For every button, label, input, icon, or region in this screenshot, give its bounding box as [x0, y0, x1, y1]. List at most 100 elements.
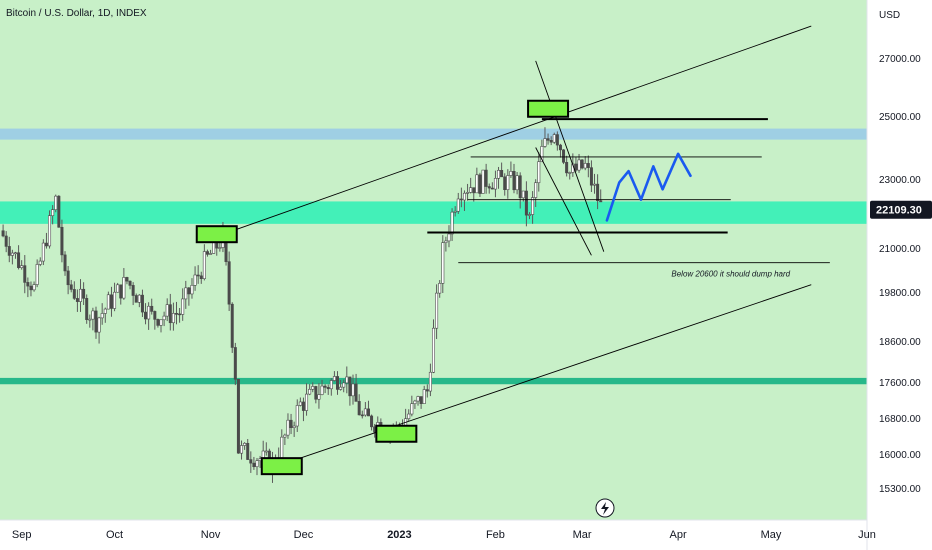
candle [286, 419, 290, 436]
currency-label: USD [879, 10, 900, 21]
x-tick-label: Feb [486, 529, 505, 541]
candle [537, 161, 541, 184]
candle [122, 277, 126, 299]
candle [462, 192, 466, 201]
candle [428, 371, 432, 392]
candle [199, 275, 203, 280]
candle [35, 264, 39, 285]
x-axis-labels: Sep Oct Nov Dec 2023 Feb Mar Apr May Jun [12, 529, 876, 541]
candle [63, 254, 67, 272]
candle [184, 287, 188, 300]
candle [283, 434, 287, 438]
candle [1, 230, 5, 237]
trend-line[interactable] [222, 25, 812, 235]
marker-box[interactable] [260, 457, 303, 476]
candle [44, 242, 48, 247]
candle [580, 159, 584, 169]
trend-line[interactable] [535, 147, 592, 256]
time-axis[interactable] [0, 520, 867, 550]
candle [4, 235, 8, 247]
candle [144, 311, 148, 320]
candle [72, 289, 76, 299]
candle [568, 172, 572, 174]
candle [469, 187, 473, 193]
candle [171, 313, 175, 324]
y-tick-label: 17600.00 [879, 378, 921, 389]
candle [289, 419, 293, 428]
y-tick-label: 16800.00 [879, 414, 921, 425]
candle [240, 445, 244, 454]
candle [66, 270, 70, 286]
candle [493, 178, 497, 190]
candle [546, 138, 550, 141]
candle [472, 187, 476, 194]
y-tick-label: 19800.00 [879, 288, 921, 299]
candle [69, 284, 73, 290]
candle [326, 387, 330, 390]
candle [140, 294, 144, 313]
candle [255, 460, 259, 468]
candle [227, 261, 231, 305]
price-axis[interactable] [867, 0, 932, 550]
resistance-zone [0, 128, 867, 140]
candle [450, 211, 454, 235]
y-tick-label: 27000.00 [879, 54, 921, 65]
candle [7, 246, 11, 256]
candle [246, 442, 250, 460]
candle [435, 292, 439, 329]
candle [593, 183, 597, 186]
candle [147, 305, 151, 320]
candle [425, 389, 429, 392]
candle [447, 233, 451, 242]
candle [113, 291, 117, 309]
candle [481, 169, 485, 194]
candle [116, 284, 120, 293]
candle [351, 383, 355, 397]
candle [521, 190, 525, 199]
drawings-layer [222, 25, 830, 469]
marker-box[interactable] [375, 424, 418, 443]
candle [360, 414, 364, 417]
candle [150, 305, 154, 312]
marker-box[interactable] [527, 99, 570, 118]
candle [503, 176, 507, 191]
svg-text:22109.30: 22109.30 [876, 205, 922, 217]
marker-box[interactable] [195, 225, 238, 244]
candle [305, 393, 309, 411]
candle [187, 287, 191, 295]
x-tick-label: 2023 [387, 529, 411, 541]
candle [10, 252, 14, 256]
candle [75, 298, 79, 302]
candle [264, 450, 268, 453]
candle [311, 386, 315, 390]
candle [85, 298, 89, 320]
candle [336, 376, 340, 390]
plot-area[interactable] [0, 0, 867, 520]
candle [348, 376, 352, 397]
chart-title: Bitcoin / U.S. Dollar, 1D, INDEX [6, 8, 147, 19]
x-tick-label: Apr [670, 529, 687, 541]
candle [459, 198, 463, 201]
candle [205, 251, 209, 255]
trend-line[interactable] [269, 284, 812, 469]
x-tick-label: Sep [12, 529, 32, 541]
candle [558, 144, 562, 151]
candle [317, 394, 321, 400]
candle [97, 317, 101, 333]
trend-line[interactable] [535, 60, 605, 252]
candle [106, 294, 110, 310]
low-zone [0, 377, 867, 385]
x-tick-label: Jun [858, 529, 876, 541]
candle [88, 318, 92, 321]
forecast-path[interactable] [605, 152, 692, 222]
candle [363, 408, 367, 416]
y-tick-label: 16000.00 [879, 450, 921, 461]
candle [233, 347, 237, 380]
candle [196, 274, 200, 277]
lightning-icon[interactable] [595, 498, 615, 518]
candle [574, 163, 578, 171]
x-tick-label: Nov [201, 529, 221, 541]
candle [342, 382, 346, 388]
candle [128, 280, 132, 286]
